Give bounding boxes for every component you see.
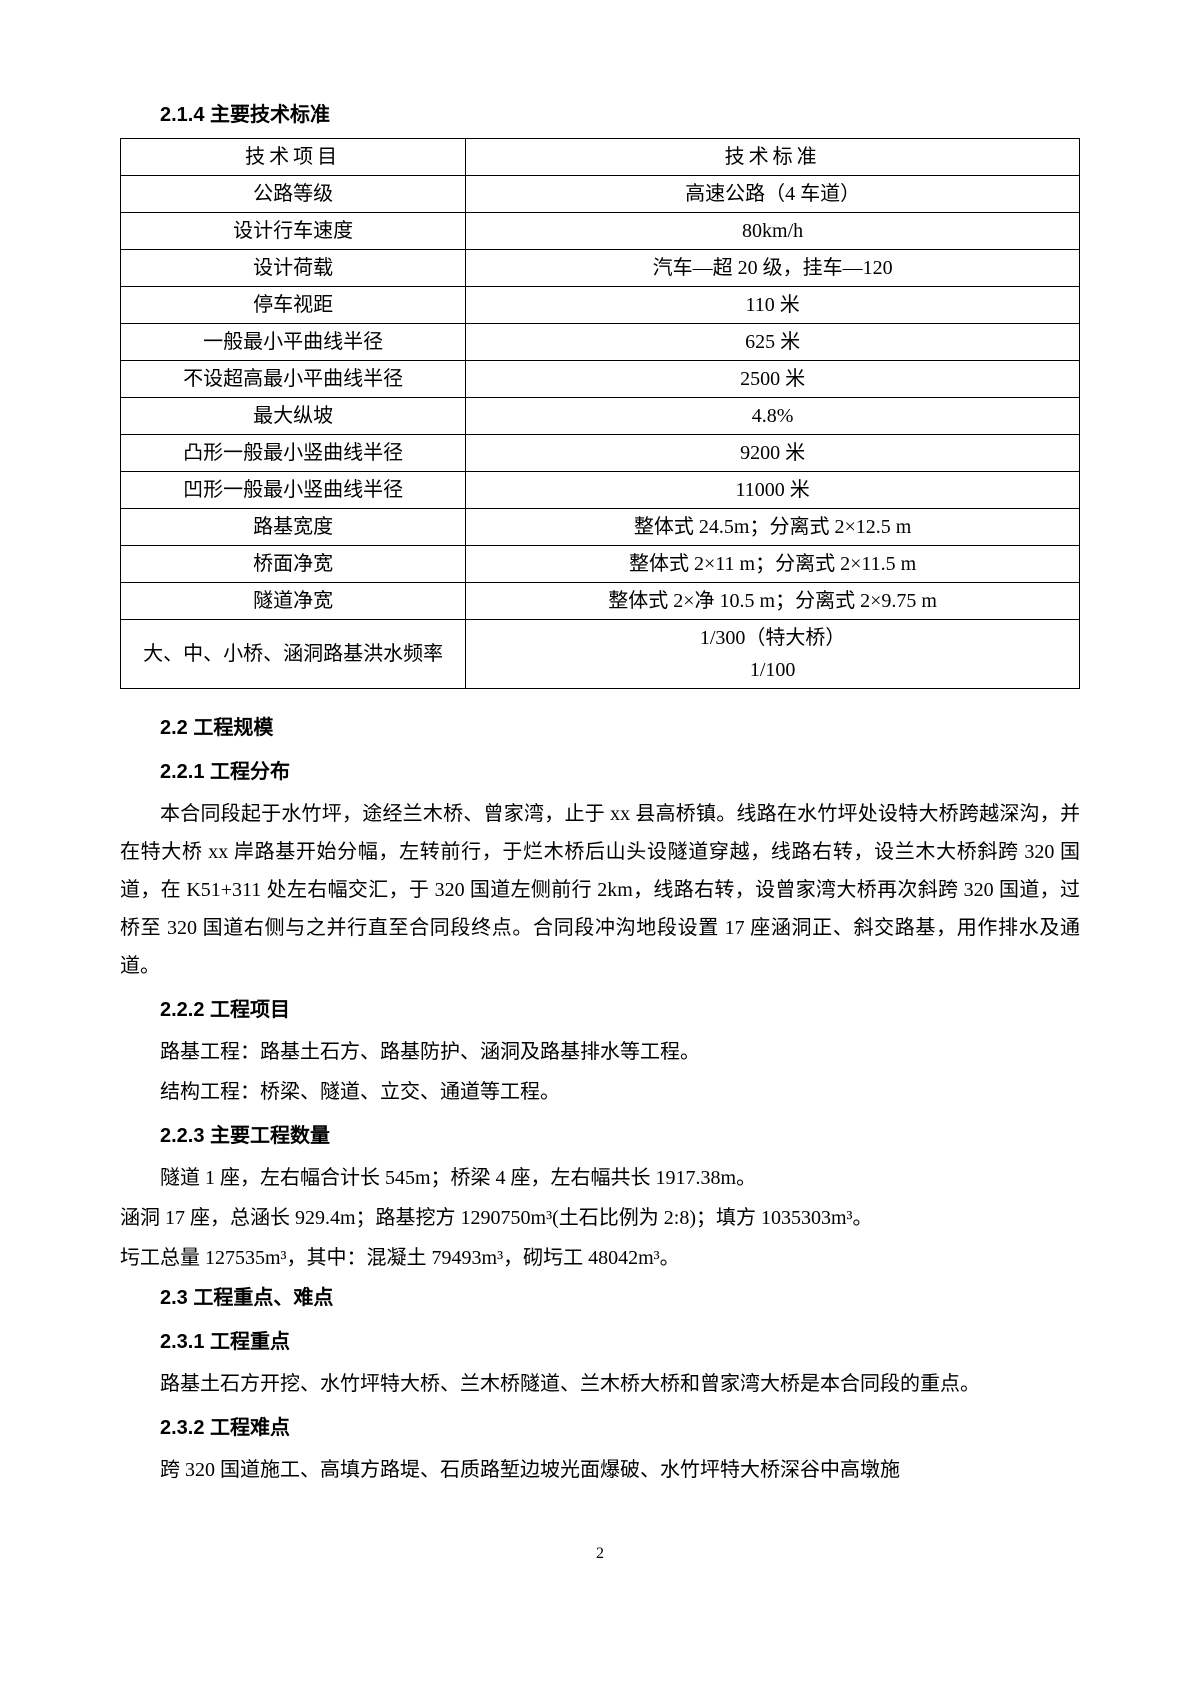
heading-23: 2.3 工程重点、难点 — [120, 1279, 1080, 1317]
table-row: 路基宽度整体式 24.5m；分离式 2×12.5 m — [121, 509, 1080, 546]
table-cell-right: 整体式 2×净 10.5 m；分离式 2×9.75 m — [466, 583, 1080, 620]
table-row: 一般最小平曲线半径625 米 — [121, 324, 1080, 361]
heading-22: 2.2 工程规模 — [120, 709, 1080, 747]
table-cell-left: 桥面净宽 — [121, 546, 466, 583]
table-cell-right: 2500 米 — [466, 361, 1080, 398]
table-row: 设计荷载汽车—超 20 级，挂车—120 — [121, 250, 1080, 287]
heading-221: 2.2.1 工程分布 — [120, 753, 1080, 791]
table-cell-right: 汽车—超 20 级，挂车—120 — [466, 250, 1080, 287]
table-cell-right: 9200 米 — [466, 435, 1080, 472]
table-cell-left: 不设超高最小平曲线半径 — [121, 361, 466, 398]
paragraph-221a: 本合同段起于水竹坪，途经兰木桥、曾家湾，止于 xx 县高桥镇。线路在水竹坪处设特… — [120, 795, 1080, 985]
page-number: 2 — [120, 1539, 1080, 1569]
table-cell-right: 高速公路（4 车道） — [466, 176, 1080, 213]
table-cell-right: 1/300（特大桥）1/100 — [466, 620, 1080, 689]
table-row: 不设超高最小平曲线半径2500 米 — [121, 361, 1080, 398]
heading-223: 2.2.3 主要工程数量 — [120, 1117, 1080, 1155]
table-cell-right: 整体式 24.5m；分离式 2×12.5 m — [466, 509, 1080, 546]
table-header-left: 技术项目 — [121, 139, 466, 176]
table-row: 大、中、小桥、涵洞路基洪水频率1/300（特大桥）1/100 — [121, 620, 1080, 689]
table-row: 桥面净宽整体式 2×11 m；分离式 2×11.5 m — [121, 546, 1080, 583]
table-cell-left: 设计行车速度 — [121, 213, 466, 250]
table-header-right: 技术标准 — [466, 139, 1080, 176]
table-row: 凹形一般最小竖曲线半径11000 米 — [121, 472, 1080, 509]
paragraph-222b: 结构工程：桥梁、隧道、立交、通道等工程。 — [120, 1073, 1080, 1111]
table-cell-left: 停车视距 — [121, 287, 466, 324]
table-cell-right: 整体式 2×11 m；分离式 2×11.5 m — [466, 546, 1080, 583]
table-row: 凸形一般最小竖曲线半径9200 米 — [121, 435, 1080, 472]
heading-214: 2.1.4 主要技术标准 — [120, 96, 1080, 134]
table-row: 公路等级高速公路（4 车道） — [121, 176, 1080, 213]
table-cell-right: 110 米 — [466, 287, 1080, 324]
heading-222: 2.2.2 工程项目 — [120, 991, 1080, 1029]
table-cell-right: 625 米 — [466, 324, 1080, 361]
paragraph-231a: 路基土石方开挖、水竹坪特大桥、兰木桥隧道、兰木桥大桥和曾家湾大桥是本合同段的重点… — [120, 1365, 1080, 1403]
table-cell-right: 80km/h — [466, 213, 1080, 250]
table-row: 停车视距110 米 — [121, 287, 1080, 324]
table-cell-left: 设计荷载 — [121, 250, 466, 287]
table-row: 最大纵坡4.8% — [121, 398, 1080, 435]
heading-232: 2.3.2 工程难点 — [120, 1409, 1080, 1447]
table-cell-left: 大、中、小桥、涵洞路基洪水频率 — [121, 620, 466, 689]
table-cell-right: 11000 米 — [466, 472, 1080, 509]
table-header-row: 技术项目 技术标准 — [121, 139, 1080, 176]
table-cell-left: 路基宽度 — [121, 509, 466, 546]
table-row: 隧道净宽整体式 2×净 10.5 m；分离式 2×9.75 m — [121, 583, 1080, 620]
table-cell-left: 凹形一般最小竖曲线半径 — [121, 472, 466, 509]
table-row: 设计行车速度80km/h — [121, 213, 1080, 250]
heading-231: 2.3.1 工程重点 — [120, 1323, 1080, 1361]
paragraph-223c: 圬工总量 127535m³，其中：混凝土 79493m³，砌圬工 48042m³… — [120, 1239, 1080, 1277]
paragraph-223b: 涵洞 17 座，总涵长 929.4m；路基挖方 1290750m³(土石比例为 … — [120, 1199, 1080, 1237]
table-cell-right: 4.8% — [466, 398, 1080, 435]
paragraph-222a: 路基工程：路基土石方、路基防护、涵洞及路基排水等工程。 — [120, 1033, 1080, 1071]
table-cell-left: 公路等级 — [121, 176, 466, 213]
table-cell-left: 隧道净宽 — [121, 583, 466, 620]
table-cell-left: 最大纵坡 — [121, 398, 466, 435]
tech-standards-table: 技术项目 技术标准 公路等级高速公路（4 车道）设计行车速度80km/h设计荷载… — [120, 138, 1080, 689]
table-cell-left: 一般最小平曲线半径 — [121, 324, 466, 361]
table-cell-left: 凸形一般最小竖曲线半径 — [121, 435, 466, 472]
paragraph-232a: 跨 320 国道施工、高填方路堤、石质路堑边坡光面爆破、水竹坪特大桥深谷中高墩施 — [120, 1451, 1080, 1489]
paragraph-223a: 隧道 1 座，左右幅合计长 545m；桥梁 4 座，左右幅共长 1917.38m… — [120, 1159, 1080, 1197]
